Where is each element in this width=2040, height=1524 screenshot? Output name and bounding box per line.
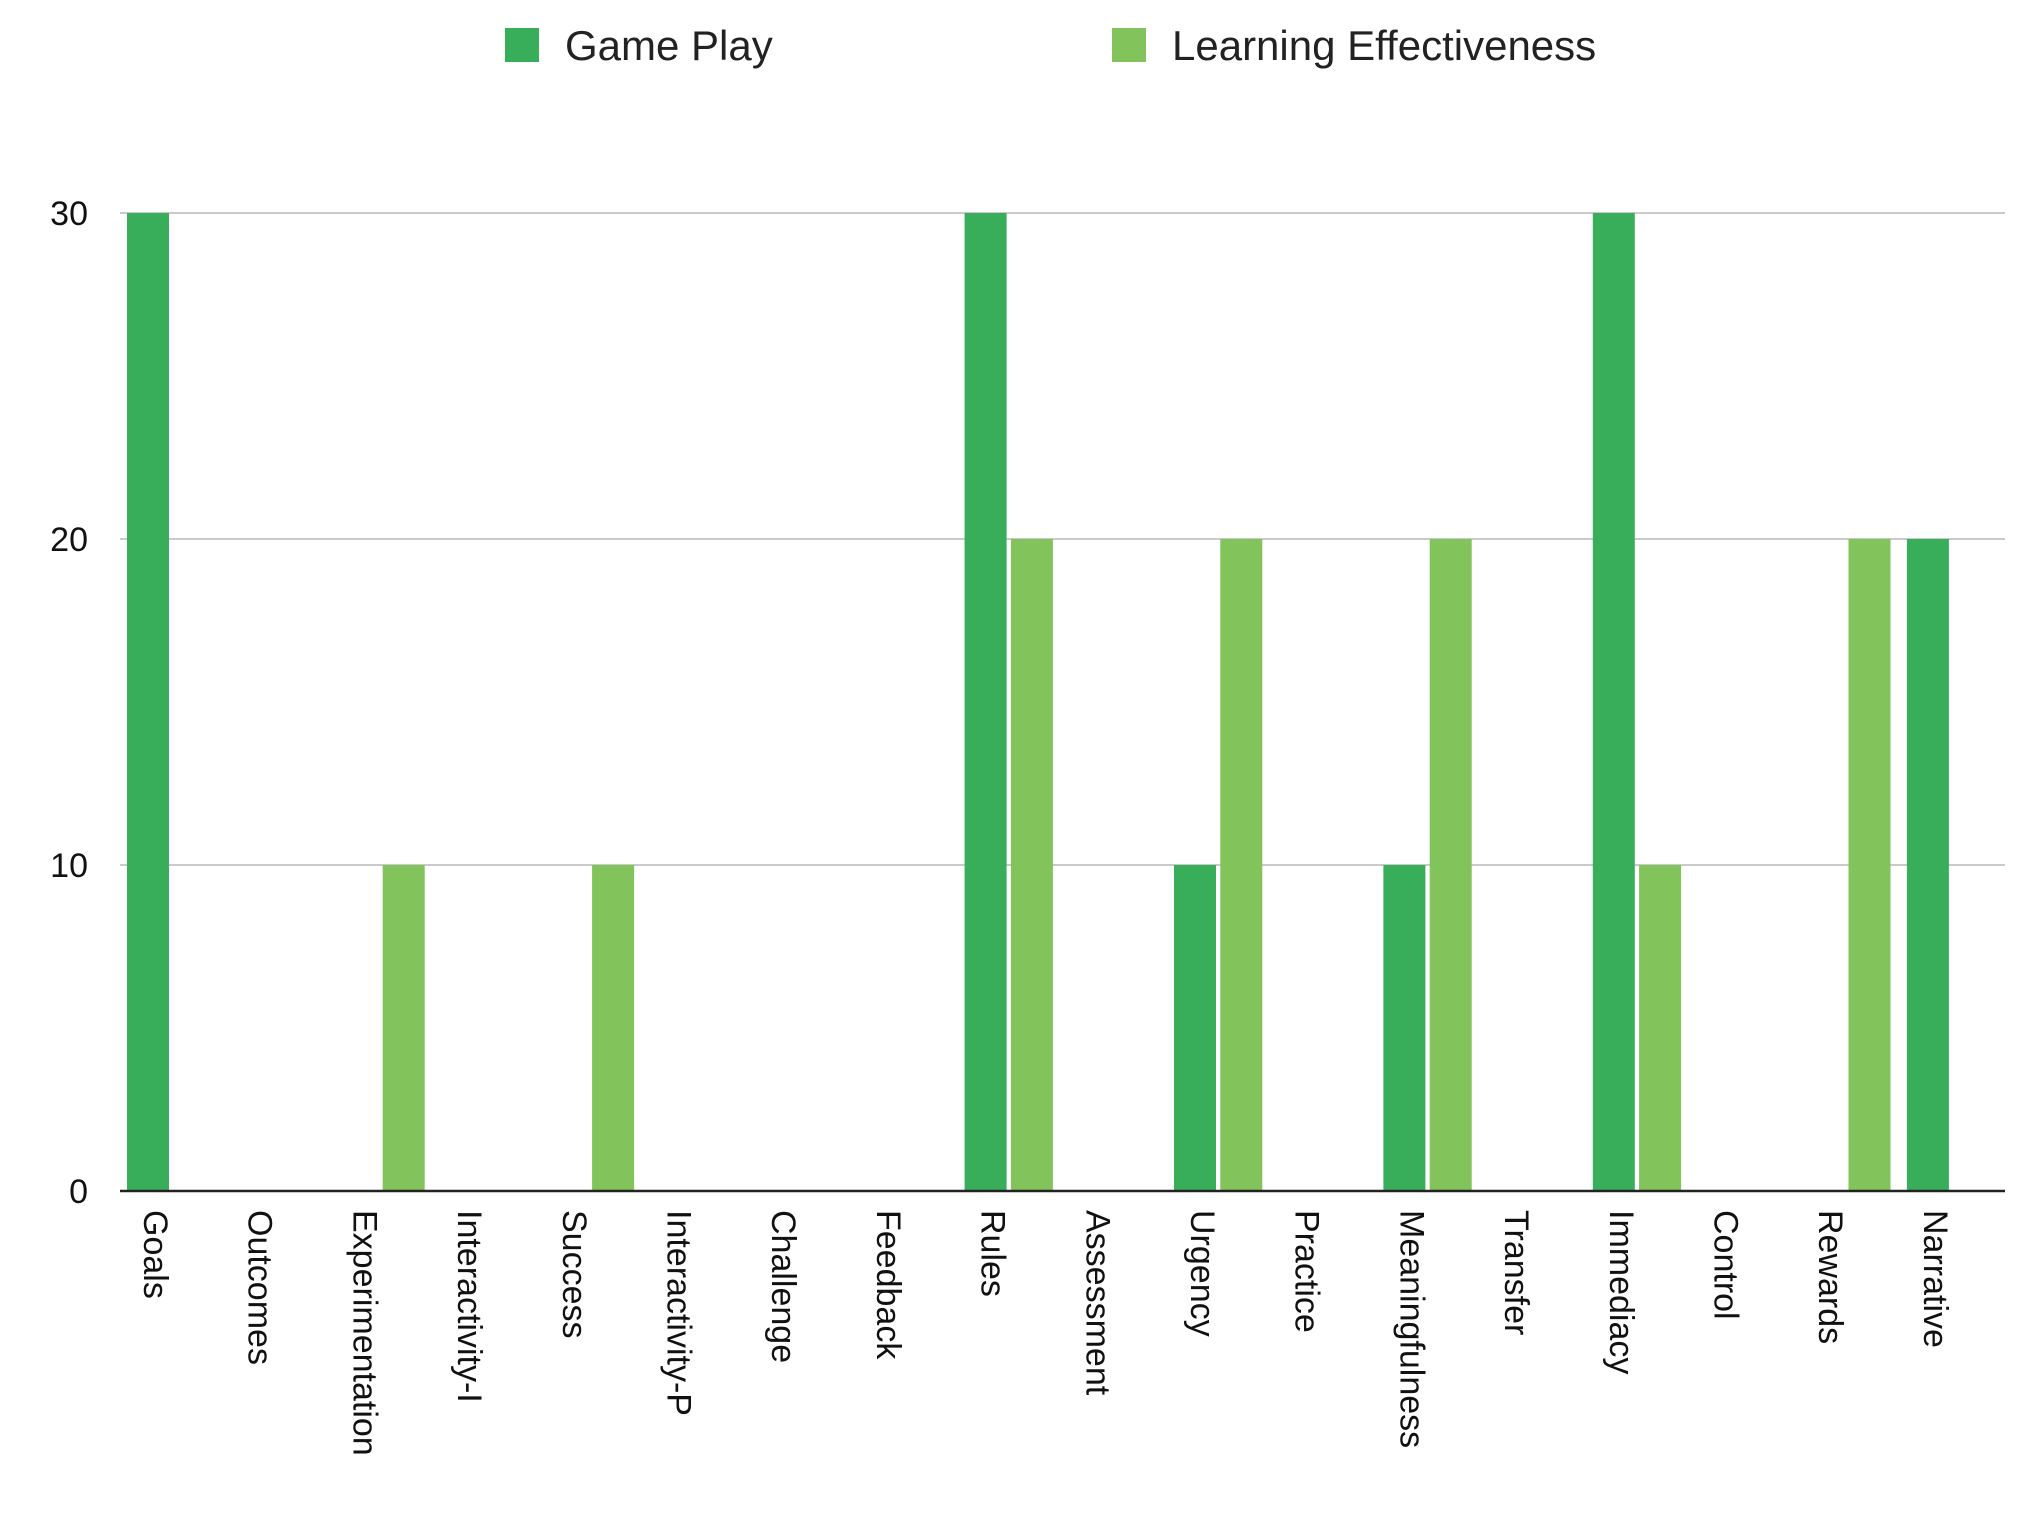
x-tick-label: Assessment <box>1078 1210 1116 1396</box>
bar-learning-effectiveness-practice <box>1429 539 1472 1191</box>
x-tick-label: Immediacy <box>1602 1210 1640 1374</box>
y-tick-label: 30 <box>50 195 88 233</box>
legend-label-game-play: Game Play <box>565 22 773 69</box>
legend-swatch-learning-effectiveness <box>1112 28 1146 62</box>
legend-label-learning-effectiveness: Learning Effectiveness <box>1172 22 1596 69</box>
bar-learning-effectiveness-interactivity-i <box>592 865 635 1191</box>
x-axis-labels: Goals Outcomes Experimentation Interactivit… <box>136 1210 1954 1456</box>
bar-learning-effectiveness-outcomes <box>382 865 425 1191</box>
x-tick-label: Outcomes <box>241 1210 279 1365</box>
x-tick-label: Success <box>555 1210 593 1339</box>
x-tick-label: Experimentation <box>345 1210 383 1456</box>
bar-game-play-rules <box>964 213 1007 1191</box>
bar-game-play-immediacy <box>1592 213 1635 1191</box>
x-tick-label: Interactivity-P <box>660 1210 698 1416</box>
bar-game-play-urgency <box>1174 865 1216 1191</box>
x-tick-label: Challenge <box>764 1210 802 1363</box>
x-tick-label: Control <box>1707 1210 1745 1320</box>
x-tick-label: Meaningfulness <box>1392 1210 1430 1448</box>
x-tick-label: Rules <box>974 1210 1012 1297</box>
x-tick-label: Urgency <box>1183 1210 1221 1337</box>
x-tick-label: Transfer <box>1497 1210 1535 1335</box>
y-tick-label: 20 <box>50 521 88 559</box>
x-tick-label: Rewards <box>1811 1210 1849 1344</box>
bar-learning-effectiveness-transfer <box>1639 865 1682 1191</box>
bar-learning-effectiveness-feedback <box>1010 539 1053 1191</box>
x-tick-label: Goals <box>136 1210 174 1299</box>
bar-game-play-meaningfulness <box>1383 865 1426 1191</box>
legend-swatch-game-play <box>505 28 539 62</box>
y-tick-label: 10 <box>50 847 88 885</box>
y-tick-label: 0 <box>69 1173 88 1211</box>
bar-game-play-narrative <box>1906 539 1949 1191</box>
gridlines <box>120 212 2005 866</box>
bar-learning-effectiveness-control <box>1848 539 1891 1191</box>
y-axis-ticks: 0 10 20 30 <box>50 195 88 1211</box>
bars <box>127 213 1949 1191</box>
x-tick-label: Feedback <box>869 1210 907 1360</box>
bar-learning-effectiveness-assessment <box>1220 539 1263 1191</box>
legend: Game Play Learning Effectiveness <box>505 22 1596 69</box>
x-tick-label: Interactivity-I <box>450 1210 488 1403</box>
bar-game-play-goals <box>127 213 169 1191</box>
x-tick-label: Practice <box>1288 1210 1326 1333</box>
x-tick-label: Narrative <box>1916 1210 1954 1348</box>
